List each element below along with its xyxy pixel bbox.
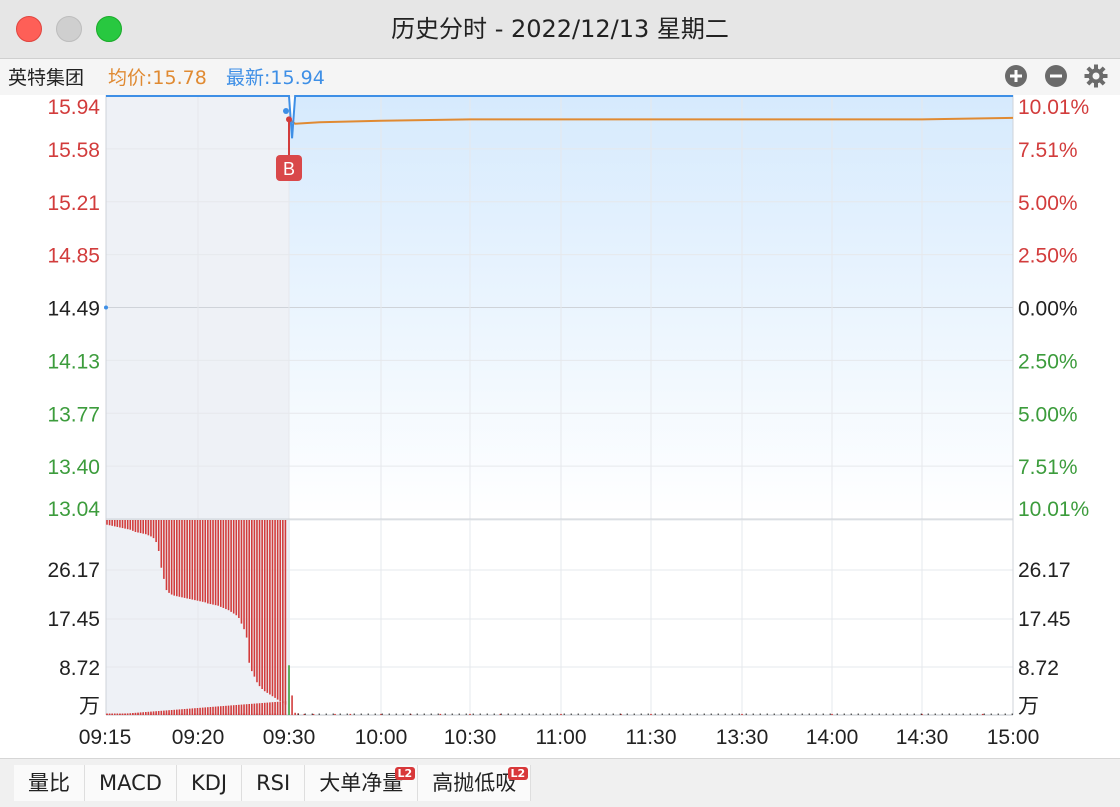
percent-axis-right: 10.01% 7.51% 5.00% 2.50% 0.00% 2.50% 5.00% 7.51… (1018, 96, 1089, 521)
percent-tick-label: 0.00% (1018, 298, 1078, 321)
indicator-tab-label: MACD (99, 771, 162, 795)
window-title: 历史分时 - 2022/12/13 星期二 (391, 15, 729, 43)
price-tick-label: 13.40 (47, 456, 100, 479)
volume-axis: 26.17 26.17 17.45 17.45 8.72 8.72 万 万 (47, 559, 1070, 718)
price-tick-label: 14.49 (47, 298, 100, 321)
price-tick-label: 13.77 (47, 403, 100, 426)
time-tick-label: 09:15 (79, 726, 132, 749)
percent-tick-label: 7.51% (1018, 456, 1078, 479)
volume-tick-label-right: 8.72 (1018, 657, 1059, 680)
price-tick-label: 15.21 (47, 192, 100, 215)
indicator-tab[interactable]: RSI (242, 765, 306, 801)
info-bar: 英特集团 均价:15.78 最新:15.94 (0, 59, 1120, 95)
zoom-in-icon[interactable] (1004, 64, 1028, 88)
price-open-dot (283, 108, 289, 114)
gear-icon[interactable] (1084, 64, 1108, 88)
level2-badge: L2 (507, 767, 529, 780)
avg-open-dot (286, 116, 292, 123)
indicator-tab[interactable]: 高抛低吸 L2 (418, 765, 532, 801)
volume-tick-label-left: 26.17 (47, 559, 100, 582)
zoom-out-icon[interactable] (1044, 64, 1068, 88)
trading-volume-bars (288, 665, 1013, 715)
price-tick-label: 15.58 (47, 139, 100, 162)
buy-marker-label: B (283, 159, 295, 179)
zoom-button[interactable] (96, 16, 122, 42)
minimize-button[interactable] (56, 16, 82, 42)
title-bar[interactable]: 历史分时 - 2022/12/13 星期二 (0, 0, 1120, 59)
price-tick-label: 14.13 (47, 350, 100, 373)
time-tick-label: 11:30 (626, 726, 677, 749)
time-tick-label: 10:30 (444, 726, 497, 749)
level2-badge: L2 (394, 767, 416, 780)
timeshare-chart[interactable]: B 15.94 15.58 15.21 14.85 14.49 14.13 13.77 13.… (0, 95, 1120, 758)
auction-volume-upper (106, 520, 287, 705)
indicator-tab[interactable]: MACD (85, 765, 177, 801)
indicator-tab-label: 高抛低吸 (432, 771, 517, 795)
time-tick-label: 09:30 (263, 726, 316, 749)
time-tick-label: 14:00 (806, 726, 859, 749)
chart-grid (104, 95, 1014, 716)
prev-close-dot (104, 305, 108, 310)
percent-tick-label: 2.50% (1018, 245, 1078, 268)
volume-tick-label-left: 8.72 (59, 657, 100, 680)
avg-price-label: 均价:15.78 (108, 67, 207, 89)
indicator-tab-label: RSI (256, 771, 291, 795)
time-axis: 09:15 09:20 09:30 10:00 10:30 11:00 11:30 13:30… (79, 726, 1040, 749)
time-tick-label: 10:00 (355, 726, 408, 749)
stock-name: 英特集团 (8, 67, 85, 89)
percent-tick-label: 5.00% (1018, 403, 1078, 426)
volume-tick-label-right: 17.45 (1018, 608, 1071, 631)
indicator-tab-label: 大单净量 (319, 771, 404, 795)
volume-tick-label-right: 26.17 (1018, 559, 1071, 582)
percent-tick-label: 5.00% (1018, 192, 1078, 215)
percent-tick-label: 7.51% (1018, 139, 1078, 162)
indicator-tab-label: KDJ (190, 771, 228, 795)
percent-tick-label: 10.01% (1018, 96, 1089, 119)
price-tick-label: 15.94 (47, 96, 100, 119)
indicator-tab[interactable]: KDJ (176, 765, 243, 801)
time-tick-label: 15:00 (987, 726, 1040, 749)
price-axis-left: 15.94 15.58 15.21 14.85 14.49 14.13 13.77 13.40… (47, 96, 100, 521)
avg-price-line (288, 116, 1014, 125)
price-tick-label: 14.85 (47, 245, 100, 268)
price-tick-label: 13.04 (47, 498, 100, 521)
percent-tick-label: 10.01% (1018, 498, 1089, 521)
indicator-tab-bar: 量比 MACD KDJ RSI 大单净量 L2 高抛低吸 L2 (0, 758, 1120, 807)
time-tick-label: 14:30 (896, 726, 949, 749)
indicator-tab[interactable]: 量比 (14, 765, 85, 801)
buy-marker[interactable]: B (276, 155, 302, 181)
time-tick-label: 13:30 (716, 726, 769, 749)
indicator-tab[interactable]: 大单净量 L2 (305, 765, 419, 801)
auction-volume-bars (106, 701, 287, 715)
indicator-tab-label: 量比 (28, 771, 70, 795)
close-button[interactable] (16, 16, 42, 42)
latest-price-label: 最新:15.94 (226, 67, 325, 89)
percent-tick-label: 2.50% (1018, 350, 1078, 373)
volume-tick-label-left: 17.45 (47, 608, 100, 631)
volume-tick-label-left: 万 (79, 695, 100, 718)
time-tick-label: 11:00 (536, 726, 587, 749)
volume-tick-label-right: 万 (1018, 695, 1039, 718)
time-tick-label: 09:20 (172, 726, 225, 749)
